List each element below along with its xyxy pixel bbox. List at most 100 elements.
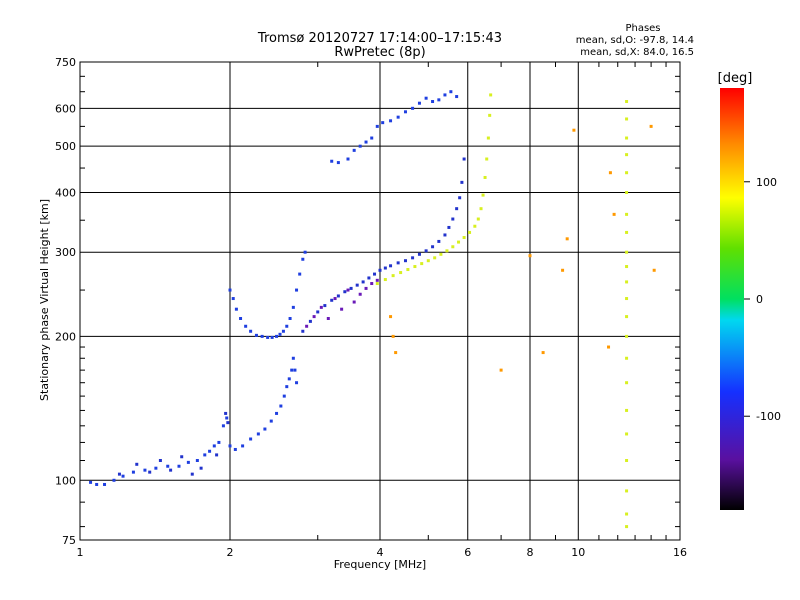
data-point <box>169 468 173 472</box>
data-point <box>224 411 228 415</box>
data-point <box>483 175 487 179</box>
data-point <box>468 230 472 234</box>
data-point <box>455 95 459 99</box>
data-point <box>228 288 232 292</box>
data-point <box>403 110 407 114</box>
y-tick-label: 200 <box>55 330 76 343</box>
data-point <box>316 310 320 314</box>
data-point <box>346 157 350 161</box>
data-point <box>375 124 379 128</box>
data-point <box>489 93 493 97</box>
data-point <box>275 411 279 415</box>
data-point <box>426 259 430 263</box>
data-point <box>565 237 569 241</box>
data-point <box>279 404 283 408</box>
data-point <box>391 334 395 338</box>
data-point <box>285 385 289 389</box>
data-point <box>225 416 229 420</box>
data-point <box>411 106 415 110</box>
data-point <box>499 368 503 372</box>
data-point <box>451 217 455 221</box>
x-tick-label: 6 <box>464 546 471 559</box>
data-point <box>394 351 398 355</box>
data-point <box>462 236 466 240</box>
data-point <box>364 286 368 290</box>
data-point <box>437 239 441 243</box>
chart-title: Tromsø 20120727 17:14:00–17:15:43 <box>257 31 502 46</box>
data-point <box>413 265 417 269</box>
data-point <box>406 268 410 272</box>
data-point <box>295 288 299 292</box>
data-point <box>95 482 99 486</box>
data-point <box>625 153 629 157</box>
data-point <box>417 252 421 256</box>
data-point <box>625 525 629 529</box>
data-point <box>256 432 260 436</box>
data-point <box>291 305 295 309</box>
data-point <box>301 257 305 261</box>
data-point <box>305 324 309 328</box>
data-point <box>389 264 393 268</box>
data-point <box>244 324 248 328</box>
x-axis: 1 2 4 6 8 10 16 <box>77 62 687 559</box>
colorbar-ticks: 100 0 -100 <box>744 176 781 423</box>
data-point <box>158 458 162 462</box>
data-point <box>476 217 480 221</box>
data-point <box>449 90 453 94</box>
x-tick-label: 4 <box>377 546 384 559</box>
x-tick-label: 8 <box>527 546 534 559</box>
data-point <box>249 437 253 441</box>
data-point <box>481 193 485 197</box>
data-point <box>443 233 447 237</box>
data-point <box>378 268 382 272</box>
data-point <box>437 98 441 102</box>
data-point <box>281 329 285 333</box>
colorbar <box>720 88 744 510</box>
data-point <box>166 464 170 468</box>
data-point <box>112 478 116 482</box>
x-tick-label: 10 <box>571 546 585 559</box>
data-point <box>625 250 629 254</box>
data-points <box>89 90 656 529</box>
data-point <box>381 121 385 125</box>
data-point <box>625 381 629 385</box>
data-point <box>293 368 297 372</box>
data-point <box>485 157 489 161</box>
data-point <box>649 124 653 128</box>
data-point <box>458 196 462 200</box>
data-point <box>349 286 353 290</box>
data-point <box>652 268 656 272</box>
data-point <box>607 345 611 349</box>
data-point <box>383 266 387 270</box>
data-point <box>608 171 612 175</box>
data-point <box>391 274 395 278</box>
data-point <box>330 159 334 163</box>
data-point <box>625 356 629 360</box>
data-point <box>212 444 216 448</box>
data-point <box>352 148 356 152</box>
y-tick-label: 300 <box>55 246 76 259</box>
data-point <box>455 207 459 211</box>
data-point <box>89 480 93 484</box>
data-point <box>195 458 199 462</box>
data-point <box>370 282 374 286</box>
data-point <box>396 115 400 119</box>
x-tick-label: 16 <box>673 546 687 559</box>
stats-title: Phases <box>625 23 660 34</box>
data-point <box>326 316 330 320</box>
data-point <box>447 225 451 229</box>
data-point <box>528 254 532 258</box>
data-point <box>241 444 245 448</box>
data-point <box>254 333 258 337</box>
data-point <box>203 453 207 457</box>
data-point <box>270 335 274 339</box>
data-point <box>233 447 237 451</box>
x-axis-label: Frequency [MHz] <box>334 558 426 571</box>
data-point <box>399 271 403 275</box>
data-point <box>457 240 461 244</box>
y-axis: 75 100 200 300 400 500 600 750 <box>55 56 680 547</box>
data-point <box>330 298 334 302</box>
data-point <box>625 512 629 516</box>
data-point <box>479 207 483 211</box>
